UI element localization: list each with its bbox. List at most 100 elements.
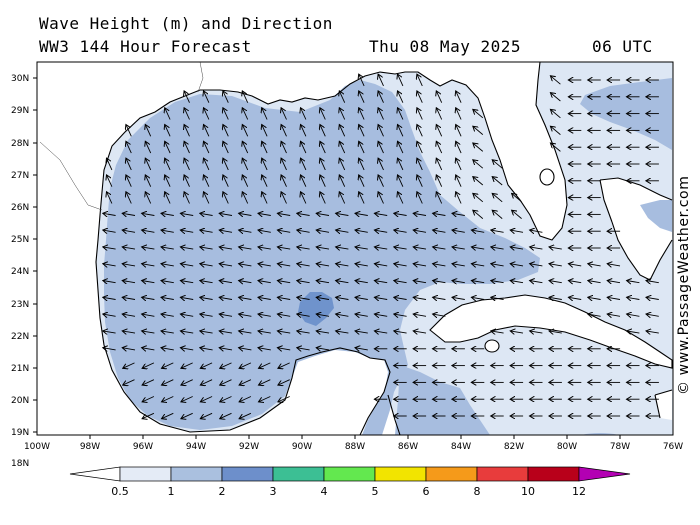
wave-direction-arrow — [646, 331, 659, 333]
wave-direction-arrow — [530, 264, 543, 266]
wave-direction-arrow — [277, 331, 291, 333]
wave-direction-arrow — [433, 297, 446, 299]
wave-direction-arrow — [452, 297, 465, 299]
wave-direction-arrow — [161, 348, 174, 350]
wave-direction-arrow — [359, 192, 365, 204]
wave-direction-arrow — [219, 314, 233, 316]
wave-direction-arrow — [374, 281, 388, 283]
wave-direction-arrow — [436, 108, 443, 120]
wave-direction-arrow — [549, 264, 562, 266]
wave-direction-arrow — [277, 213, 291, 215]
wave-direction-arrow — [452, 230, 465, 232]
wave-direction-arrow — [473, 177, 484, 186]
wave-direction-arrow — [339, 175, 346, 187]
wave-direction-arrow — [242, 175, 249, 187]
wave-direction-arrow — [277, 281, 291, 283]
legend-label: 0.5 — [111, 485, 129, 498]
wave-direction-arrow — [161, 297, 174, 299]
wave-direction-arrow — [262, 108, 268, 120]
legend-label: 3 — [270, 485, 277, 498]
wave-direction-arrow — [374, 331, 388, 333]
wave-direction-arrow — [374, 314, 388, 316]
wave-direction-arrow — [180, 314, 194, 316]
legend-swatch — [527, 466, 580, 482]
lat-label: 25N — [11, 235, 29, 245]
wave-height-legend: 0.5 1 2 3 4 5 6 8 10 12 — [69, 466, 631, 498]
wave-direction-arrow — [452, 213, 465, 215]
wave-direction-arrow — [398, 158, 404, 171]
lon-label: 84W — [451, 442, 471, 452]
wave-direction-arrow — [473, 160, 484, 169]
wave-direction-arrow — [320, 192, 326, 204]
wave-direction-arrow — [550, 93, 561, 102]
wave-direction-arrow — [103, 264, 116, 266]
wave-direction-arrow — [200, 213, 213, 215]
wave-direction-arrow — [103, 331, 116, 333]
wave-direction-arrow — [452, 281, 465, 283]
wave-direction-arrow — [262, 192, 268, 204]
lat-label: 18N — [11, 459, 29, 469]
wave-direction-arrow — [417, 158, 423, 171]
wave-direction-arrow — [142, 331, 155, 333]
wave-direction-arrow — [181, 396, 193, 402]
wave-direction-arrow — [142, 264, 155, 266]
wave-direction-arrow — [568, 297, 582, 299]
lat-label: 20N — [11, 396, 29, 406]
wave-direction-arrow — [436, 91, 443, 103]
wave-direction-arrow — [239, 396, 252, 402]
wave-direction-arrow — [510, 331, 524, 333]
wave-direction-arrow — [223, 192, 229, 204]
wave-direction-arrow — [142, 314, 155, 316]
wave-direction-arrow — [336, 331, 349, 333]
wave-direction-arrow — [181, 412, 193, 418]
wave-direction-arrow — [122, 314, 136, 316]
wave-direction-arrow — [277, 230, 291, 232]
legend-swatch — [476, 466, 529, 482]
wave-direction-arrow — [355, 314, 368, 316]
legend-label: 12 — [572, 485, 586, 498]
wave-direction-arrow — [278, 379, 290, 385]
wave-direction-arrow — [436, 125, 443, 137]
wave-direction-arrow — [107, 175, 113, 187]
wave-direction-arrow — [417, 91, 423, 103]
wave-direction-arrow — [200, 297, 213, 299]
wave-direction-arrow — [433, 264, 446, 266]
wave-direction-arrow — [512, 193, 522, 203]
wave-direction-arrow — [165, 108, 171, 120]
wave-direction-arrow — [200, 362, 213, 368]
wave-direction-arrow — [473, 143, 484, 152]
wave-direction-arrow — [456, 158, 462, 171]
wave-direction-arrow — [103, 281, 116, 283]
wave-direction-arrow — [258, 230, 271, 232]
wave-direction-arrow — [492, 210, 503, 219]
wave-direction-arrow — [122, 264, 136, 266]
wave-direction-arrow — [355, 213, 368, 215]
wave-direction-arrow — [456, 108, 462, 120]
wave-direction-arrow — [433, 230, 446, 232]
wave-direction-arrow — [549, 297, 562, 299]
wave-direction-arrow — [549, 331, 562, 333]
wave-direction-arrow — [184, 91, 190, 103]
wave-direction-arrow — [278, 396, 290, 402]
wave-direction-arrow — [239, 379, 252, 385]
wave-direction-arrow — [510, 247, 524, 249]
wave-direction-arrow — [530, 230, 543, 232]
wave-direction-arrow — [339, 158, 346, 171]
wave-direction-arrow — [200, 247, 213, 249]
wave-direction-arrow — [258, 297, 271, 299]
wave-direction-arrow — [278, 362, 290, 368]
wave-direction-arrow — [122, 297, 136, 299]
wave-direction-arrow — [103, 297, 116, 299]
wave-direction-arrow — [122, 331, 136, 333]
wave-direction-arrow — [180, 348, 194, 350]
wave-direction-arrow — [359, 74, 365, 87]
wave-direction-arrow — [184, 125, 190, 137]
wave-direction-arrow — [126, 192, 132, 204]
wave-direction-arrow — [204, 91, 210, 103]
wave-direction-arrow — [491, 247, 504, 249]
wave-direction-arrow — [223, 175, 229, 187]
wave-direction-arrow — [510, 264, 524, 266]
wave-direction-arrow — [262, 158, 268, 171]
wave-direction-arrow — [378, 141, 384, 154]
wave-direction-arrow — [568, 264, 582, 266]
